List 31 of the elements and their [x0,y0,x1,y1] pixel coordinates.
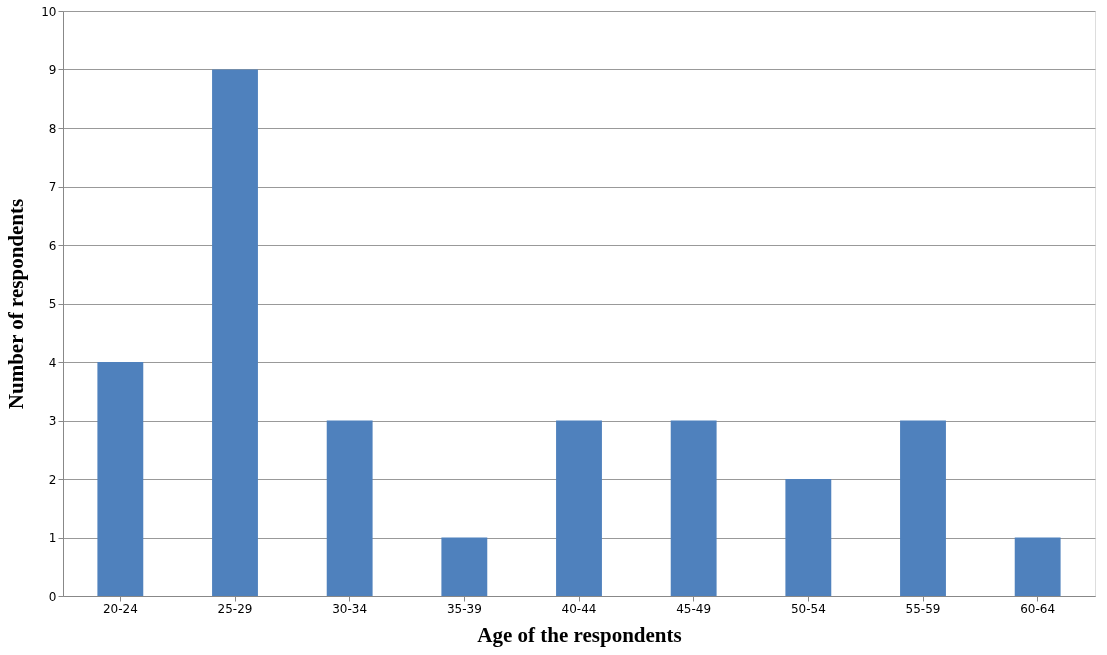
bar [670,420,717,596]
bar [785,479,832,596]
x-tick-label: 25-29 [217,601,253,616]
bar [1014,537,1061,596]
y-tick-label: 2 [48,472,57,487]
y-tick-label: 0 [48,589,57,604]
bar [900,420,946,596]
bar [326,420,373,596]
x-tick-label: 35-39 [446,601,482,616]
bar [97,362,144,596]
x-tick-label: 20-24 [102,601,138,616]
y-tick-label: 5 [48,297,57,311]
bar [556,420,602,596]
bar [212,69,258,596]
bar [441,537,488,596]
y-tick-label: 3 [48,414,57,428]
y-axis-title: Number of respondents [4,198,29,410]
y-tick-label: 4 [48,355,57,370]
y-tick-label: 7 [48,180,57,194]
x-tick-label: 60-64 [1020,601,1056,616]
y-tick-label: 1 [48,531,57,545]
y-tick-label: 6 [48,238,57,253]
y-tick-label: 9 [48,63,57,77]
x-tick-label: 30-34 [332,601,368,616]
x-tick-label: 40-44 [561,601,597,616]
x-axis-title: Age of the respondents [477,622,682,647]
x-tick-label: 50-54 [790,601,826,616]
x-tick-label: 45-49 [676,601,712,616]
x-tick-label: 55-59 [905,601,941,616]
y-tick-label: 8 [48,121,57,136]
y-tick-label: 10 [41,4,57,19]
